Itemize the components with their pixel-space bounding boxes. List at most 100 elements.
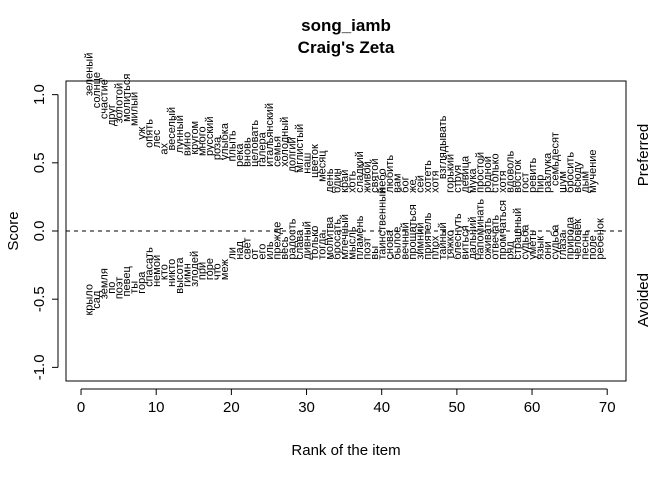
avoided-word-label: прощаться xyxy=(407,204,419,259)
avoided-word-label: виться xyxy=(459,225,471,259)
x-axis: 0 10 20 30 40 50 60 70 xyxy=(77,388,616,416)
avoided-word-label: дальний xyxy=(467,217,479,260)
preferred-word-label: родной xyxy=(482,156,494,193)
avoided-word-label: поэт xyxy=(362,237,374,259)
avoided-word-label: ли xyxy=(226,247,238,260)
avoided-word-label: уметь xyxy=(527,230,539,260)
x-tick-label: 70 xyxy=(599,399,616,416)
avoided-word-label: приятель xyxy=(422,212,434,259)
avoided-word-label: промчаться xyxy=(497,200,509,260)
avoided-word-label: напоминать xyxy=(474,199,486,260)
preferred-word-label: лес xyxy=(151,129,163,148)
avoided-word-label: страшный xyxy=(512,208,524,260)
preferred-word-label: гост xyxy=(520,172,532,192)
avoided-word-label: никто xyxy=(166,259,178,287)
chart-title: song_iamb xyxy=(301,16,391,35)
preferred-word-label: роза xyxy=(211,136,223,160)
avoided-word-label: зимний xyxy=(414,223,426,260)
avoided-word-label: отвечать xyxy=(489,215,501,260)
avoided-word-label: от xyxy=(249,249,261,260)
preferred-word-label: хотя xyxy=(429,171,441,193)
avoided-word-label: горе xyxy=(204,258,216,280)
avoided-word-label: радость xyxy=(287,218,299,259)
avoided-word-label: блеснуть xyxy=(452,213,464,259)
preferred-word-label: улыбка xyxy=(219,122,231,160)
preferred-word-label: любить xyxy=(384,155,396,193)
preferred-word-label: семья xyxy=(271,136,283,167)
preferred-word-label: ах xyxy=(159,143,171,155)
y-tick-label: -0.5 xyxy=(31,286,48,312)
x-tick-label: 0 xyxy=(77,399,85,416)
preferred-word-label: восток xyxy=(512,159,524,192)
avoided-word-label: весь xyxy=(279,236,291,259)
avoided-word-label: при xyxy=(196,262,208,280)
chart-subtitle: Craig's Zeta xyxy=(298,38,395,57)
avoided-word-label: над xyxy=(234,240,246,259)
x-tick-label: 40 xyxy=(373,399,390,416)
preferred-word-label: месяц xyxy=(317,150,329,182)
x-tick-label: 60 xyxy=(524,399,541,416)
avoided-word-label: снова xyxy=(384,229,396,259)
avoided-word-label: язык xyxy=(535,236,547,260)
preferred-word-label: много xyxy=(196,126,208,156)
y-tick-label: 0.0 xyxy=(31,221,48,242)
avoided-word-label: дивный xyxy=(302,221,314,260)
preferred-word-label: зеленый xyxy=(84,53,96,96)
preferred-word-label: долгий xyxy=(287,137,299,172)
avoided-word-labels: крылосадземляпопоэтпевецтыгораспасатьнем… xyxy=(84,188,607,316)
preferred-word-label: святой xyxy=(369,158,381,192)
avoided-word-label: вечный xyxy=(399,222,411,259)
avoided-word-label: мысль xyxy=(347,226,359,259)
preferred-word-label: опять xyxy=(144,119,156,148)
avoided-word-label: таинственный xyxy=(377,188,389,260)
avoided-word-label: поле xyxy=(587,235,599,259)
y-tick-label: 0.5 xyxy=(31,152,48,173)
avoided-word-label: млечный xyxy=(339,214,351,260)
avoided-word-label: гимн xyxy=(181,263,193,287)
avoided-word-label: слава xyxy=(294,229,306,260)
preferred-word-label: лунный xyxy=(174,115,186,153)
avoided-word-label: свет xyxy=(241,238,253,260)
avoided-word-label: ребенок xyxy=(595,218,607,260)
avoided-word-label: пламень xyxy=(354,215,366,259)
avoided-word-label: молитва xyxy=(324,216,336,260)
preferred-word-label: вам xyxy=(392,173,404,192)
preferred-word-label: наш xyxy=(302,153,314,174)
avoided-word-label: певец xyxy=(121,266,133,297)
preferred-word-label: живой xyxy=(362,161,374,193)
preferred-word-label: уж xyxy=(136,126,148,140)
preferred-word-label: мглистый xyxy=(294,124,306,173)
avoided-word-label: человек xyxy=(572,219,584,260)
preferred-word-label: золотой xyxy=(114,83,126,123)
avoided-word-label: сад xyxy=(91,290,103,309)
avoided-word-label: они xyxy=(542,241,554,259)
preferred-word-label: же xyxy=(407,179,419,192)
y-axis-title: Score xyxy=(5,211,22,250)
preferred-word-label: целовать xyxy=(249,120,261,167)
y-tick-label: -1.0 xyxy=(31,354,48,380)
avoided-word-label: спасать xyxy=(144,247,156,287)
preferred-word-label: семьдесят xyxy=(550,132,562,186)
avoided-word-label: плох xyxy=(429,235,441,259)
preferred-word-label: сей xyxy=(414,175,426,193)
avoided-word-label: поэт xyxy=(114,277,126,299)
preferred-word-label: горький xyxy=(444,154,456,193)
preferred-word-label: солнце xyxy=(91,72,103,108)
avoided-word-label: былое xyxy=(392,227,404,260)
avoided-word-label: что xyxy=(211,263,223,280)
avoided-word-label: судьба xyxy=(520,224,532,260)
preferred-word-label: счастие xyxy=(99,79,111,119)
preferred-word-label: русский xyxy=(204,117,216,156)
avoided-word-label: земля xyxy=(99,268,111,299)
preferred-word-label: вдоволь xyxy=(504,151,516,193)
preferred-word-label: ревить xyxy=(527,158,539,193)
preferred-word-label: мука xyxy=(467,168,479,193)
preferred-word-label: девица xyxy=(459,155,471,193)
avoided-word-label: тогда xyxy=(317,232,329,260)
preferred-word-label: простой xyxy=(474,152,486,193)
avoided-word-label: тайный xyxy=(437,222,449,259)
preferred-word-label: река xyxy=(234,143,246,167)
preferred-word-label: хотеть xyxy=(422,160,434,193)
